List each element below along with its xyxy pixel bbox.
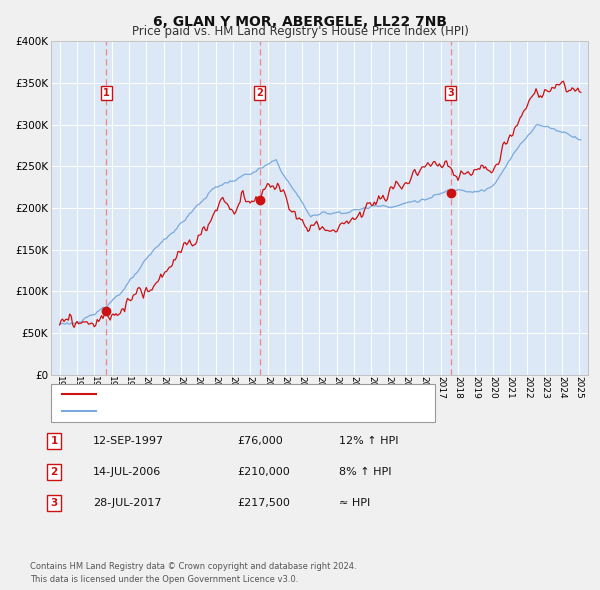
Text: 6, GLAN Y MOR, ABERGELE, LL22 7NB: 6, GLAN Y MOR, ABERGELE, LL22 7NB	[153, 15, 447, 29]
Text: 14-JUL-2006: 14-JUL-2006	[93, 467, 161, 477]
Text: 28-JUL-2017: 28-JUL-2017	[93, 499, 161, 508]
Text: 2: 2	[50, 467, 58, 477]
Text: 12-SEP-1997: 12-SEP-1997	[93, 436, 164, 445]
Text: Contains HM Land Registry data © Crown copyright and database right 2024.: Contains HM Land Registry data © Crown c…	[30, 562, 356, 571]
Text: £210,000: £210,000	[237, 467, 290, 477]
Text: 12% ↑ HPI: 12% ↑ HPI	[339, 436, 398, 445]
Text: 6, GLAN Y MOR, ABERGELE, LL22 7NB (detached house): 6, GLAN Y MOR, ABERGELE, LL22 7NB (detac…	[102, 389, 382, 399]
Text: 8% ↑ HPI: 8% ↑ HPI	[339, 467, 391, 477]
Text: 1: 1	[50, 436, 58, 445]
Text: Price paid vs. HM Land Registry's House Price Index (HPI): Price paid vs. HM Land Registry's House …	[131, 25, 469, 38]
Text: ≈ HPI: ≈ HPI	[339, 499, 370, 508]
Text: This data is licensed under the Open Government Licence v3.0.: This data is licensed under the Open Gov…	[30, 575, 298, 584]
Text: 1: 1	[103, 88, 110, 98]
Text: 3: 3	[447, 88, 454, 98]
Text: 3: 3	[50, 499, 58, 508]
Text: £76,000: £76,000	[237, 436, 283, 445]
Text: 2: 2	[256, 88, 263, 98]
Text: £217,500: £217,500	[237, 499, 290, 508]
Text: HPI: Average price, detached house, Conwy: HPI: Average price, detached house, Conw…	[102, 406, 320, 416]
